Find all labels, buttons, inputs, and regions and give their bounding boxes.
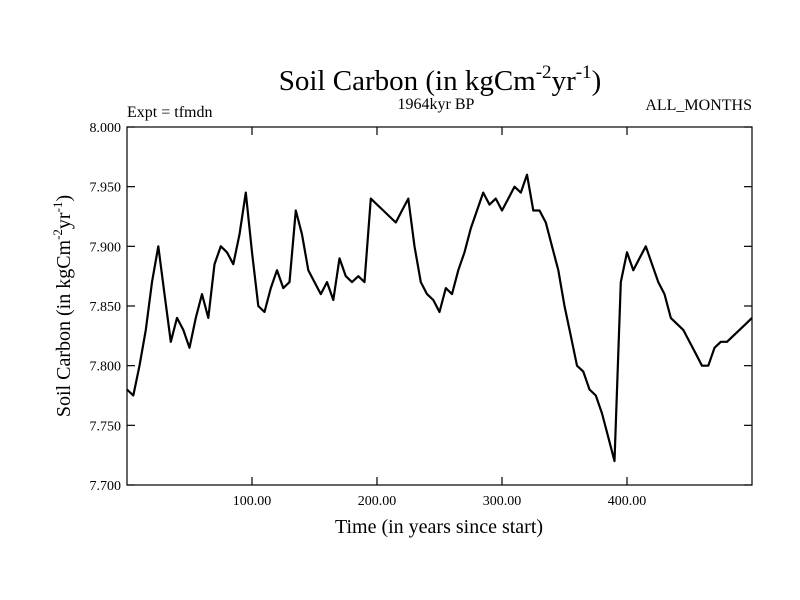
y-axis: 7.700 7.750 7.800 7.850 7.900 7.950 8.000 (90, 121, 752, 494)
x-axis: 100.00 200.00 300.00 400.00 (233, 127, 647, 509)
y-tick-label: 7.900 (90, 240, 122, 255)
y-tick-label: 7.950 (90, 181, 122, 196)
y-tick-label: 7.750 (90, 419, 122, 434)
y-axis-title: Soil Carbon (in kgCm-2yr-1) (50, 195, 75, 417)
ylabel-sup-1: -2 (50, 229, 65, 240)
x-tick-label: 400.00 (608, 494, 647, 509)
ylabel-mid: yr (53, 212, 75, 229)
title-sup-1: -2 (536, 62, 552, 83)
x-tick-label: 200.00 (358, 494, 397, 509)
y-tick-label: 7.700 (90, 479, 122, 494)
title-end: ) (592, 65, 602, 97)
ylabel-end: ) (53, 195, 75, 202)
x-axis-title: Time (in years since start) (335, 516, 543, 538)
chart-subtitle: 1964kyr BP (398, 96, 475, 113)
y-tick-label: 8.000 (90, 121, 122, 136)
months-label: ALL_MONTHS (645, 97, 752, 114)
x-tick-label: 100.00 (233, 494, 272, 509)
y-tick-label: 7.850 (90, 300, 122, 315)
ylabel-main: Soil Carbon (in kgCm (53, 239, 75, 417)
chart-title: Soil Carbon (in kgCm-2yr-1) (279, 62, 601, 97)
experiment-label: Expt = tfmdn (127, 104, 212, 121)
y-tick-label: 7.800 (90, 360, 122, 375)
title-sup-2: -1 (576, 62, 592, 83)
ylabel-sup-2: -1 (50, 202, 65, 213)
title-mid: yr (552, 65, 577, 97)
soil-carbon-line (126, 173, 753, 463)
x-tick-label: 300.00 (483, 494, 522, 509)
plot-frame (126, 126, 753, 486)
title-main: Soil Carbon (in kgCm (279, 65, 536, 97)
